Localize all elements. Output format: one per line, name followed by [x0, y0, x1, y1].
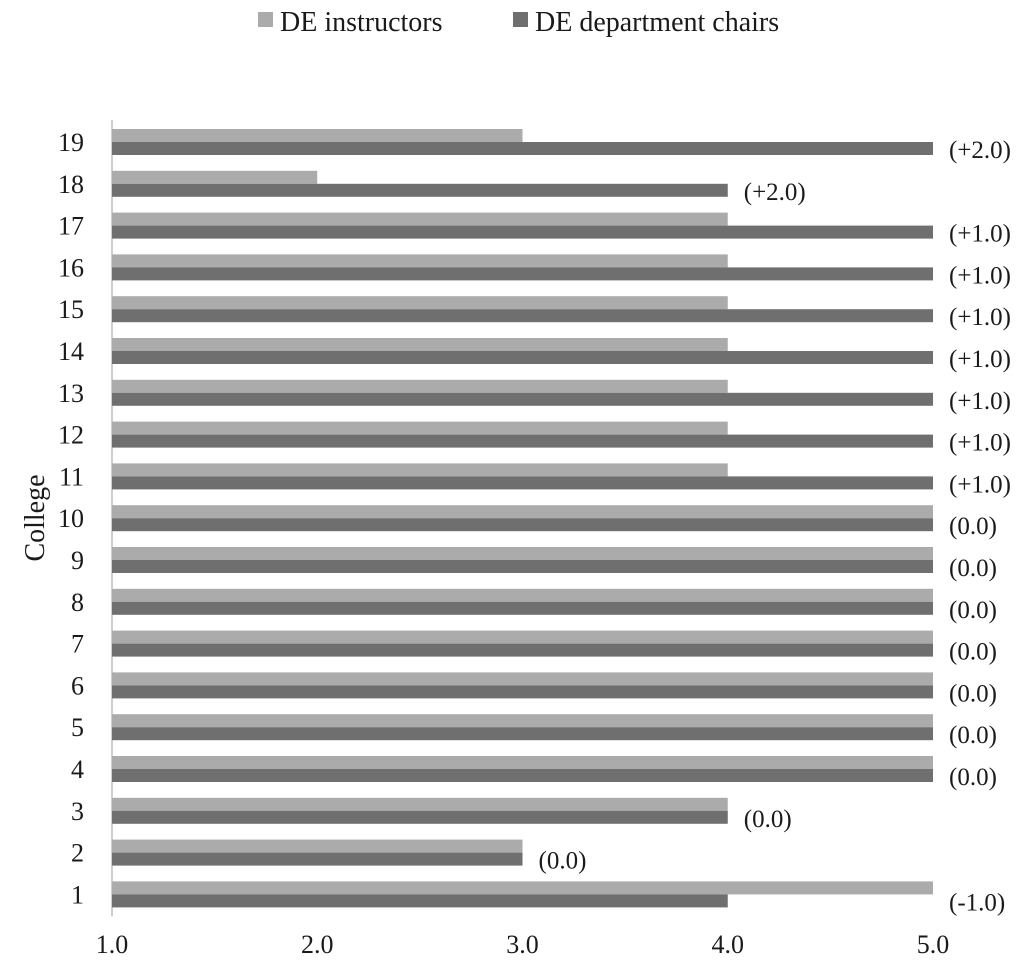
y-axis-title: College	[20, 474, 51, 561]
bar-instructors-college-4	[112, 756, 933, 769]
difference-label: (0.0)	[949, 597, 997, 624]
category-label: 10	[58, 504, 84, 533]
difference-label: (0.0)	[949, 639, 997, 666]
category-label: 1	[71, 880, 84, 909]
legend-label-instructors: DE instructors	[280, 7, 443, 38]
bar-instructors-college-8	[112, 588, 933, 602]
bar-instructors-college-14	[112, 338, 728, 351]
bar-instructors-college-7	[112, 630, 933, 644]
bar-chairs-college-9	[112, 560, 933, 573]
category-label: 11	[59, 462, 84, 491]
legend-swatch-chairs	[513, 12, 528, 27]
bar-chairs-college-16	[112, 267, 933, 281]
legend: DE instructors DE department chairs	[258, 7, 779, 38]
category-label: 16	[58, 253, 84, 282]
bar-chairs-college-1	[112, 894, 728, 908]
bar-labels: (-1.0) (0.0) (0.0) (0.0) (0.0) (0.0) (0.0) (0.0…	[539, 137, 1012, 916]
bar-chairs-college-10	[112, 518, 933, 532]
bar-chairs-college-8	[112, 601, 933, 615]
difference-label: (-1.0)	[949, 889, 1005, 916]
difference-label: (0.0)	[744, 806, 792, 833]
difference-label: (+1.0)	[949, 304, 1011, 331]
category-label: 7	[71, 630, 84, 659]
difference-label: (0.0)	[949, 680, 997, 707]
bar-chairs-college-6	[112, 685, 933, 699]
bar-chairs-college-11	[112, 476, 933, 490]
bar-instructors-college-6	[112, 672, 933, 686]
category-label: 14	[58, 337, 84, 366]
difference-label: (+2.0)	[744, 179, 806, 206]
bar-chairs-college-18	[112, 183, 728, 197]
bar-instructors-college-17	[112, 212, 728, 226]
difference-label: (+2.0)	[949, 137, 1011, 164]
category-label: 19	[58, 128, 84, 157]
bar-chairs-college-4	[112, 769, 933, 782]
legend-swatch-instructors	[258, 12, 273, 27]
bar-chairs-college-3	[112, 810, 728, 824]
x-tick-label: 3.0	[506, 930, 539, 959]
bar-instructors-college-12	[112, 421, 728, 435]
category-label: 18	[58, 170, 84, 199]
bar-chairs-college-14	[112, 351, 933, 364]
bar-instructors-college-1	[112, 881, 933, 895]
x-tick-label: 4.0	[712, 930, 745, 959]
category-label: 15	[58, 295, 84, 324]
bar-instructors-college-11	[112, 463, 728, 477]
bars	[112, 129, 933, 908]
x-tick-label: 1.0	[96, 930, 129, 959]
bar-chairs-college-12	[112, 434, 933, 448]
category-label: 17	[58, 212, 84, 241]
bar-instructors-college-5	[112, 714, 933, 728]
x-tick-label: 2.0	[301, 930, 334, 959]
bar-instructors-college-2	[112, 839, 523, 853]
bar-chairs-college-17	[112, 225, 933, 239]
bar-chairs-college-7	[112, 643, 933, 657]
x-tick-labels: 1.0 2.0 3.0 4.0 5.0	[96, 930, 950, 959]
bar-instructors-college-18	[112, 170, 318, 184]
difference-label: (0.0)	[949, 764, 997, 791]
bar-instructors-college-9	[112, 547, 933, 560]
bar-instructors-college-15	[112, 296, 728, 310]
category-label: 2	[71, 839, 84, 868]
category-label: 8	[71, 588, 84, 617]
difference-label: (+1.0)	[949, 221, 1011, 248]
difference-label: (+1.0)	[949, 346, 1011, 373]
bar-chairs-college-2	[112, 852, 523, 866]
difference-label: (+1.0)	[949, 262, 1011, 289]
difference-label: (0.0)	[949, 513, 997, 540]
difference-label: (0.0)	[949, 555, 997, 582]
category-label: 12	[58, 421, 84, 450]
legend-label-chairs: DE department chairs	[535, 7, 779, 38]
difference-label: (+1.0)	[949, 471, 1011, 498]
difference-label: (+1.0)	[949, 430, 1011, 457]
bar-chairs-college-5	[112, 727, 933, 741]
difference-label: (+1.0)	[949, 388, 1011, 415]
category-label: 5	[71, 713, 84, 742]
category-label: 3	[71, 797, 84, 826]
category-label: 4	[71, 755, 84, 784]
bar-chairs-college-15	[112, 309, 933, 323]
difference-label: (0.0)	[539, 848, 587, 875]
category-label: 9	[71, 546, 84, 575]
difference-label: (0.0)	[949, 722, 997, 749]
category-label: 6	[71, 671, 84, 700]
bar-instructors-college-10	[112, 505, 933, 519]
bar-chairs-college-13	[112, 392, 933, 406]
category-label: 13	[58, 379, 84, 408]
bar-chairs-college-19	[112, 142, 933, 155]
bar-instructors-college-3	[112, 797, 728, 811]
bar-instructors-college-19	[112, 129, 523, 142]
bar-instructors-college-16	[112, 254, 728, 268]
x-tick-label: 5.0	[917, 930, 950, 959]
bar-instructors-college-13	[112, 379, 728, 393]
